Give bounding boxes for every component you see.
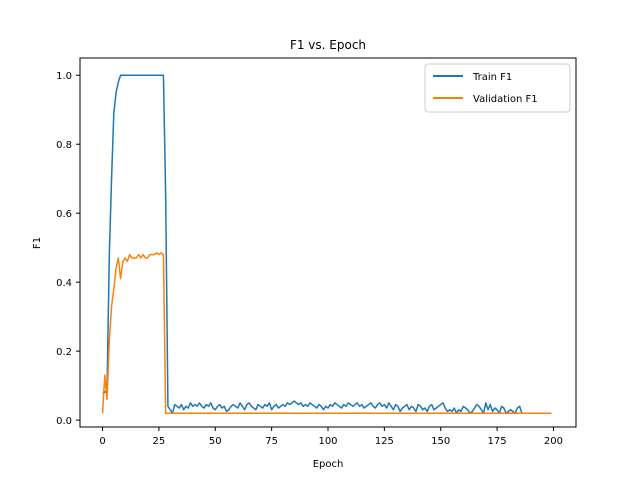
series-line-train-f1 xyxy=(102,74,552,414)
x-tick-label: 125 xyxy=(375,436,394,447)
y-tick-label: 0.0 xyxy=(56,416,72,427)
y-tick-label: 0.2 xyxy=(56,347,72,358)
y-tick-label: 0.4 xyxy=(56,278,72,289)
y-tick-label: 0.8 xyxy=(56,140,72,151)
x-tick-label: 200 xyxy=(544,436,563,447)
x-axis: 0 25 50 75 100 125 150 175 200 xyxy=(99,427,563,447)
x-tick-label: 75 xyxy=(265,436,278,447)
chart-title: F1 vs. Epoch xyxy=(290,38,366,52)
legend-label-train: Train F1 xyxy=(472,72,512,83)
x-tick-label: 100 xyxy=(318,436,337,447)
plot-frame xyxy=(79,57,577,428)
legend-label-validation: Validation F1 xyxy=(473,94,538,105)
legend: Train F1 Validation F1 xyxy=(424,63,571,113)
y-axis-label: F1 xyxy=(32,237,43,249)
x-tick-label: 175 xyxy=(488,436,507,447)
series-lines xyxy=(101,74,552,414)
x-tick-label: 50 xyxy=(209,436,222,447)
y-tick-label: 1.0 xyxy=(56,71,72,82)
x-tick-label: 0 xyxy=(99,436,105,447)
y-tick-label: 0.6 xyxy=(56,209,72,220)
y-axis: 0.0 0.2 0.4 0.6 0.8 1.0 xyxy=(56,71,80,427)
x-tick-label: 25 xyxy=(153,436,166,447)
x-tick-label: 150 xyxy=(431,436,450,447)
x-axis-label: Epoch xyxy=(313,459,344,470)
series-line-validation-f1 xyxy=(101,252,552,414)
